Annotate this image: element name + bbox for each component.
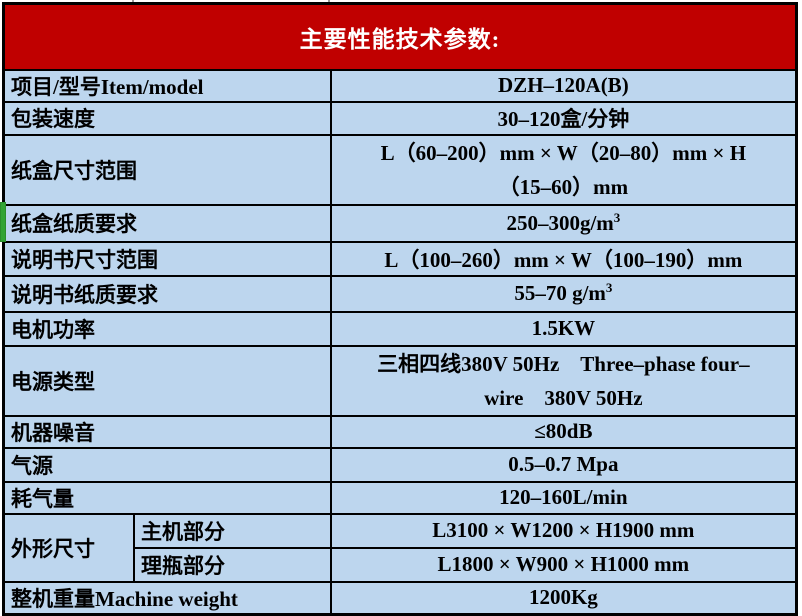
label-power-type: 电源类型 [2, 344, 332, 417]
value-machine-weight: 1200Kg [329, 580, 798, 615]
value-superscript: 3 [613, 209, 621, 225]
value-carton-size-range: L（60–200）mm × W（20–80）mm × H （15–60）mm [329, 133, 798, 206]
table-row: 外形尺寸 主机部分 L3100 × W1200 × H1900 mm [2, 512, 798, 583]
table-row: 项目/型号Item/model DZH–120A(B) [2, 68, 798, 103]
table-row: 电源类型 三相四线380V 50Hz Three–phase four– wir… [2, 344, 798, 417]
label-leaflet-size-range: 说明书尺寸范围 [2, 240, 332, 277]
gridline-stub [132, 0, 134, 3]
value-line: （15–60）mm [498, 174, 629, 199]
label-carton-size-range: 纸盒尺寸范围 [2, 133, 332, 206]
label-main-machine-part: 主机部分 [132, 512, 332, 549]
table-row: 气源 0.5–0.7 Mpa [2, 446, 798, 483]
table-row: 包装速度 30–120盒/分钟 [2, 100, 798, 136]
table-row: 电机功率 1.5KW [2, 310, 798, 347]
label-air-consumption: 耗气量 [2, 480, 332, 515]
table-row: 整机重量Machine weight 1200Kg [2, 580, 798, 615]
value-machine-noise: ≤80dB [329, 414, 798, 449]
label-leaflet-paper-req: 说明书纸质要求 [2, 274, 332, 313]
value-motor-power: 1.5KW [329, 310, 798, 347]
table-row: 理瓶部分 L1800 × W900 × H1000 mm [4, 546, 798, 583]
table-row: 说明书纸质要求 55–70 g/m3 [2, 274, 798, 313]
value-line: L（60–200）mm × W（20–80）mm × H [380, 140, 747, 165]
label-machine-noise: 机器噪音 [2, 414, 332, 449]
value-base: 55–70 g/m [514, 281, 606, 305]
value-item-model: DZH–120A(B) [329, 68, 798, 103]
table-row: 耗气量 120–160L/min [2, 480, 798, 515]
label-carton-paper-req: 纸盒纸质要求 [2, 203, 332, 243]
value-superscript: 3 [605, 280, 613, 295]
label-bottle-unscrambler-part: 理瓶部分 [132, 546, 332, 583]
value-base: 250–300g/m [506, 210, 614, 235]
value-leaflet-paper-req: 55–70 g/m3 [329, 274, 798, 313]
table-row: 机器噪音 ≤80dB [2, 414, 798, 449]
value-packing-speed: 30–120盒/分钟 [329, 100, 798, 136]
value-bottle-unscrambler-dimensions: L1800 × W900 × H1000 mm [329, 546, 798, 583]
value-leaflet-size-range: L（100–260）mm × W（100–190）mm [329, 240, 798, 277]
value-power-type: 三相四线380V 50Hz Three–phase four– wire 380… [329, 344, 798, 417]
value-air-source: 0.5–0.7 Mpa [329, 446, 798, 483]
gridline-stub [328, 0, 330, 3]
value-line: wire 380V 50Hz [484, 385, 643, 410]
label-item-model: 项目/型号Item/model [2, 68, 332, 103]
label-motor-power: 电机功率 [2, 310, 332, 347]
label-air-source: 气源 [2, 446, 332, 483]
table-title: 主要性能技术参数: [2, 2, 798, 71]
label-packing-speed: 包装速度 [2, 100, 332, 136]
value-carton-paper-req: 250–300g/m3 [329, 203, 798, 243]
table-row: 说明书尺寸范围 L（100–260）mm × W（100–190）mm [2, 240, 798, 277]
value-air-consumption: 120–160L/min [329, 480, 798, 515]
table-header-row: 主要性能技术参数: [2, 2, 798, 71]
table-row: 纸盒纸质要求 250–300g/m3 [2, 203, 798, 243]
green-selection-marker [0, 202, 6, 242]
label-overall-dimensions: 外形尺寸 [2, 512, 135, 583]
table-row: 纸盒尺寸范围 L（60–200）mm × W（20–80）mm × H （15–… [2, 133, 798, 206]
value-main-machine-dimensions: L3100 × W1200 × H1900 mm [329, 512, 798, 549]
value-line: 三相四线380V 50Hz Three–phase four– [377, 351, 750, 376]
label-machine-weight: 整机重量Machine weight [2, 580, 332, 615]
